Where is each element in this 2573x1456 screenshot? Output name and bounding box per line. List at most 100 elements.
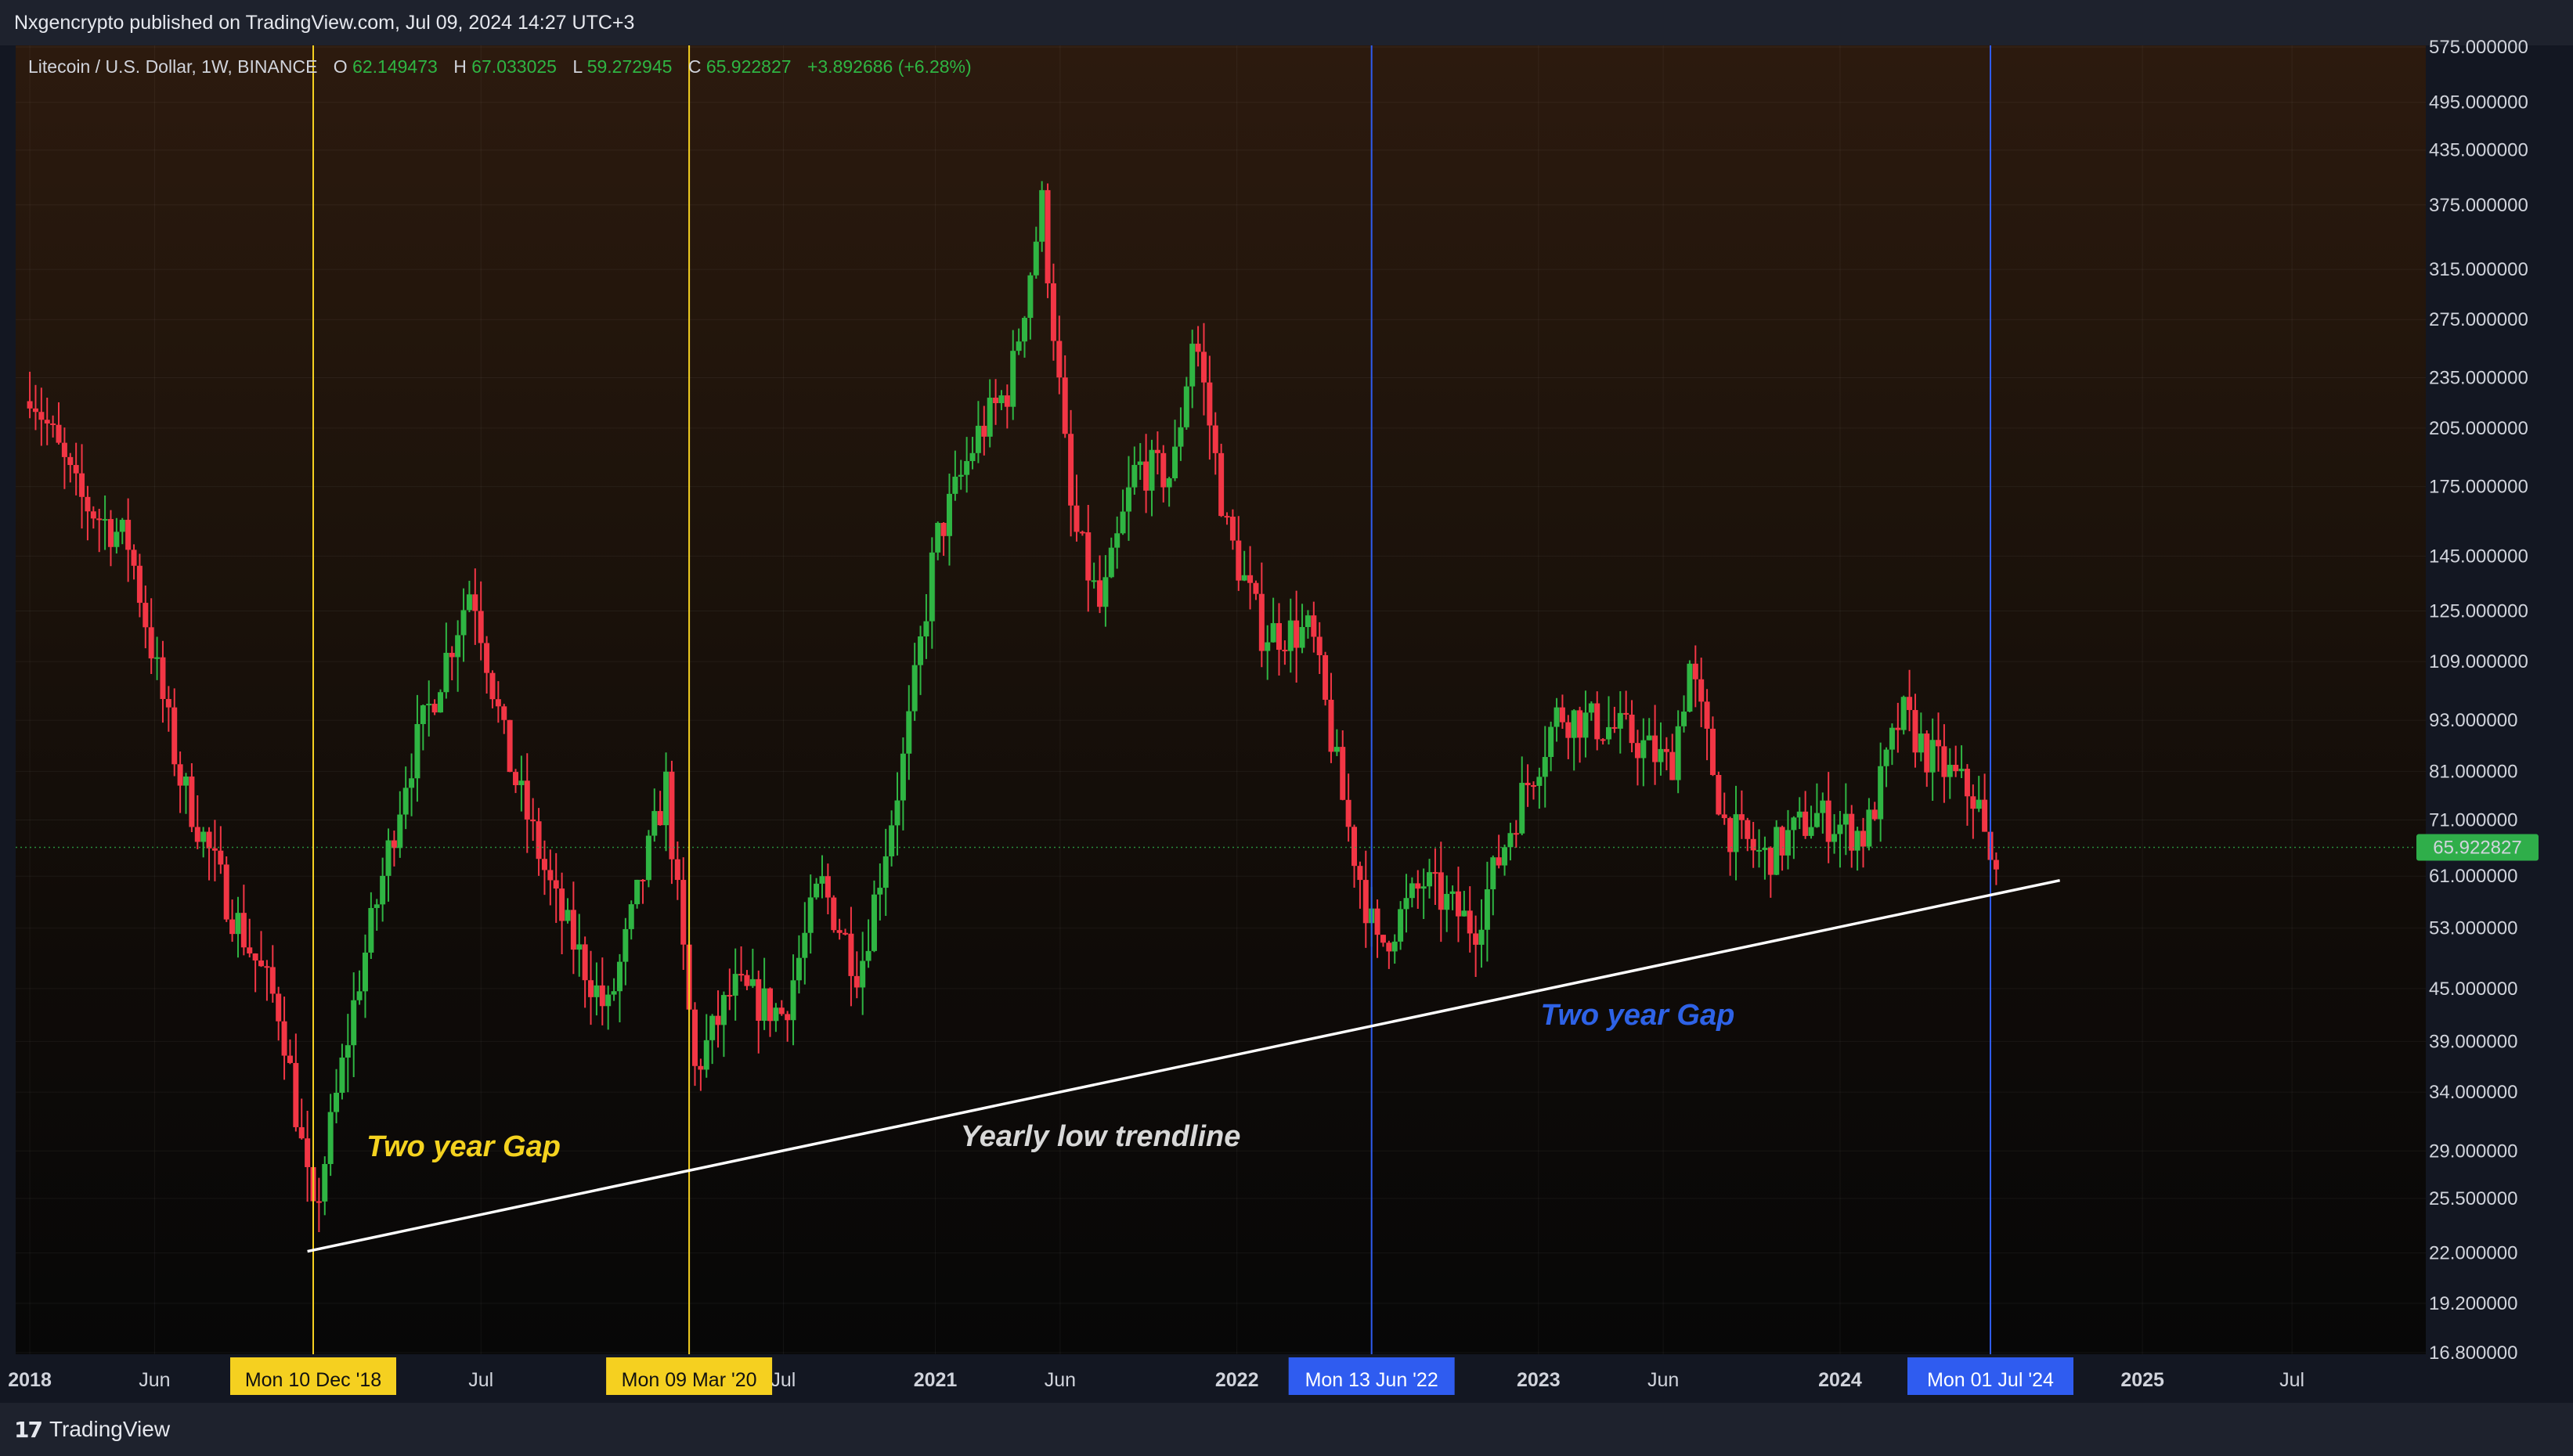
candle-body [385,840,392,876]
candle-body [293,1062,299,1127]
price-axis-label: 375.000000 [2429,195,2528,216]
time-axis-label: Jun [139,1369,170,1391]
candle-body [1496,857,1502,866]
candle-body [1692,663,1698,679]
candle-body [1611,726,1618,729]
candle-body [860,960,866,988]
candle-body [1097,580,1103,607]
candle-body [1265,642,1271,651]
candle-body [1178,427,1184,447]
candle-body [1068,434,1074,506]
candle-body [1212,425,1218,453]
legend-open-label: O [334,56,348,77]
candle-body [206,831,212,849]
candle-body [1629,714,1635,744]
candle-body [547,870,554,881]
candle-body [437,692,443,713]
candle-body [611,991,617,995]
candle-body [993,397,999,403]
candle-body [1565,722,1572,738]
grid [16,45,2426,1354]
price-axis[interactable]: 575.000000 495.000000 435.000000 375.000000… [2416,37,2539,1364]
candle-body [1432,872,1438,874]
candle-body [1085,532,1092,581]
candle-body [1964,769,1970,797]
candle-body [1953,765,1959,772]
candle-body [940,522,947,536]
tradingview-logo[interactable]: 17 TradingView [14,1415,170,1443]
candle-body [1137,461,1143,465]
candle-body [1004,395,1010,407]
candle-body [472,594,478,611]
candle-body [1444,893,1450,910]
candle-body [1143,461,1149,491]
candle-body [1357,866,1363,881]
candle-body [61,442,67,457]
time-axis-label: Jun [1647,1369,1679,1391]
legend-close-value: 65.922827 [706,56,792,77]
candle-body [1594,703,1600,740]
candle-body [351,1000,357,1046]
candle-body [1866,809,1872,847]
candle-body [1808,827,1814,836]
candle-body [1698,679,1705,702]
candle-body [1617,712,1623,729]
candle-body [1796,811,1803,818]
candle-body [1172,446,1178,478]
candle-body [1646,735,1652,741]
price-axis-label: 29.000000 [2429,1141,2517,1162]
candle-body [634,879,641,905]
candle-body [50,423,56,425]
time-axis-label: 2022 [1215,1369,1259,1391]
candle-body [1345,799,1351,827]
candle-body [935,522,941,553]
time-axis-label: Jun [1045,1369,1076,1391]
time-axis[interactable]: 2018 Jun Jul Jul 2021 Jun 2022 2023 Jun 2024 2025 J… [8,1357,2304,1395]
candle-body [269,967,276,994]
candle-body [409,778,415,788]
candle-body [1287,620,1294,651]
legend-low-label: L [572,56,583,77]
candle-body [1391,941,1398,952]
chart[interactable]: Two year Gap Yearly low trendline Two year… [0,0,2573,1403]
candle-body [73,465,79,474]
time-axis-label: Jul [770,1369,796,1391]
left-edge [0,45,16,1354]
candle-body [691,1009,698,1066]
marker-date-tag-text: Mon 13 Jun '22 [1305,1369,1438,1391]
candle-body [513,772,519,786]
candle-body [651,811,658,836]
candle-body [732,974,738,996]
candle-body [1507,833,1514,848]
candle-body [1311,615,1317,637]
candle-body [628,904,634,929]
candle-body [154,657,161,659]
candle-body [1970,796,1976,809]
candle-body [240,913,247,948]
candle-body [1229,517,1236,541]
candle-body [380,875,386,905]
candle-body [1022,318,1028,342]
candle-body [1924,733,1930,773]
candle-body [680,880,687,945]
candle-body [1467,910,1473,934]
candle-body [541,859,547,870]
current-price-tag-text: 65.922827 [2433,838,2521,859]
candle-body [44,420,50,423]
time-axis-label: 2018 [8,1369,52,1391]
candle-body [1750,838,1756,851]
candle-body [1871,809,1878,820]
candle-body [1727,818,1734,852]
price-axis-label: 93.000000 [2429,710,2517,731]
candle-body [1247,575,1254,583]
candle-body [1623,712,1629,715]
candle-body [160,657,166,699]
candle-body [807,897,814,933]
candle-body [1351,827,1358,867]
candle-body [518,780,525,786]
price-axis-label: 19.200000 [2429,1293,2517,1314]
candle-body [96,518,103,521]
candle-body [1820,800,1826,813]
candle-body [877,888,883,895]
candle-body [143,603,149,628]
